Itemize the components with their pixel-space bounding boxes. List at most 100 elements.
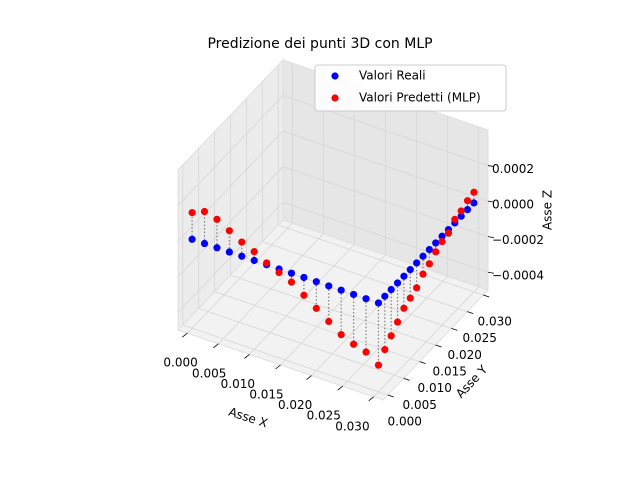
legend-marker: [331, 72, 339, 80]
y-tick-label: 0.005: [403, 398, 437, 412]
data-point: [287, 278, 296, 286]
data-point: [300, 291, 308, 299]
x-tick-label: 0.005: [192, 366, 226, 380]
tick-mark: [182, 332, 188, 338]
data-point: [337, 331, 345, 339]
data-point: [263, 259, 271, 267]
grid-line: [198, 307, 404, 379]
legend: Valori Reali Valori Predetti (MLP): [314, 64, 507, 112]
data-point: [225, 248, 233, 256]
grid-line: [177, 201, 284, 313]
grid-line: [282, 201, 489, 273]
y-tick-label: 0.015: [433, 365, 467, 379]
tick-mark: [435, 344, 442, 348]
data-point: [451, 215, 459, 223]
tick-mark: [419, 361, 426, 365]
tick-mark: [487, 271, 495, 274]
y-tick-label: 0.020: [448, 348, 482, 362]
data-point: [438, 237, 446, 246]
data-point: [463, 205, 472, 214]
data-point: [419, 270, 427, 278]
data-point: [400, 272, 408, 280]
grid-line: [177, 130, 284, 242]
tick-mark: [483, 294, 490, 298]
data-point: [470, 188, 478, 196]
tick-mark: [275, 364, 281, 370]
data-point: [350, 290, 358, 299]
data-point: [406, 265, 414, 274]
y-tick-label: 0.025: [463, 331, 497, 345]
tick-mark: [403, 377, 410, 381]
tick-mark: [213, 343, 219, 349]
tick-mark: [244, 354, 250, 359]
data-point: [188, 235, 196, 243]
legend-box: [314, 64, 507, 112]
z-tick-label: 0.0000: [492, 198, 534, 212]
legend-label: Valori Reali: [359, 69, 426, 83]
data-point: [213, 244, 221, 252]
data-point: [438, 232, 446, 240]
data-point: [374, 361, 383, 369]
data-point: [393, 279, 402, 287]
z-tick-label: −0.0002: [492, 233, 544, 247]
data-point: [444, 229, 453, 237]
x-tick-label: 0.000: [163, 356, 197, 370]
data-point: [225, 227, 233, 235]
data-point: [387, 332, 395, 340]
data-point: [337, 286, 345, 294]
tick-mark: [487, 165, 495, 167]
x-axis-label: Asse X: [227, 405, 270, 431]
tick-mark: [387, 394, 394, 398]
data-point: [425, 245, 433, 254]
data-point: [325, 317, 333, 326]
grid-line: [177, 95, 284, 206]
data-point: [188, 209, 196, 217]
data-point: [425, 260, 433, 268]
x-tick-label: 0.025: [307, 409, 341, 423]
grid-line: [177, 166, 284, 277]
data-point: [312, 304, 320, 312]
tick-mark: [306, 375, 312, 380]
grid-line: [182, 324, 388, 396]
x-tick-label: 0.015: [249, 388, 283, 402]
y-tick-label: 0.030: [478, 315, 512, 329]
grid-line: [262, 241, 468, 313]
data-point: [238, 252, 246, 260]
x-tick-label: 0.020: [278, 398, 312, 412]
data-point: [312, 278, 320, 286]
data-point: [325, 282, 333, 290]
data-point: [300, 273, 308, 282]
data-point: [463, 197, 472, 205]
data-point: [400, 304, 408, 312]
data-point: [413, 259, 421, 267]
tick-mark: [467, 311, 474, 315]
data-point: [200, 207, 209, 216]
data-point: [457, 212, 465, 220]
z-tick-label: 0.0002: [492, 162, 534, 176]
legend-marker: [331, 94, 339, 102]
data-point: [406, 294, 414, 302]
z-tick-label: −0.0004: [492, 269, 544, 283]
z-axis-label: Asse Z: [541, 190, 555, 230]
tick-mark: [368, 396, 374, 402]
data-point: [457, 207, 465, 215]
data-point: [287, 269, 296, 277]
tick-mark: [337, 385, 343, 391]
x-tick-label: 0.030: [335, 419, 369, 433]
data-point: [275, 268, 283, 277]
x-tick-label: 0.010: [221, 377, 255, 391]
chart-title: Predizione dei punti 3D con MLP: [207, 36, 432, 52]
tick-mark: [487, 200, 495, 203]
y-tick-label: 0.000: [388, 415, 422, 429]
data-point: [381, 345, 389, 354]
data-point: [362, 295, 370, 303]
data-point: [350, 340, 358, 348]
data-point: [432, 239, 440, 247]
grid-line: [282, 130, 489, 202]
data-point: [413, 284, 421, 292]
data-point: [374, 299, 383, 307]
data-point: [419, 252, 427, 260]
data-point: [393, 318, 402, 326]
data-point: [250, 256, 258, 265]
